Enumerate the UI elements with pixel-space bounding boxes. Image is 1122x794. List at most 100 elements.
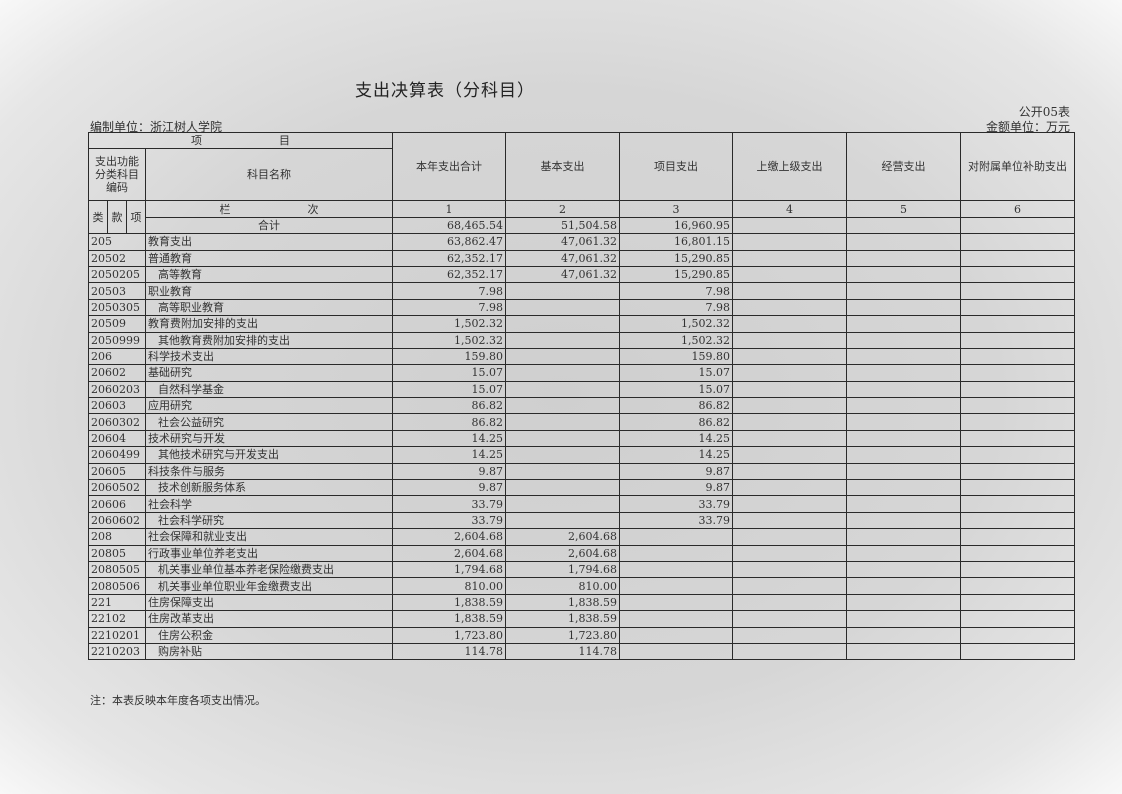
col-number: 4 bbox=[732, 200, 847, 218]
row-value-col-2 bbox=[505, 364, 620, 382]
row-value-col-5 bbox=[846, 265, 961, 284]
row-value-col-5 bbox=[846, 446, 961, 464]
table-row: 20509 教育费附加安排的支出 1,502.32 1,502.32 bbox=[88, 315, 1075, 333]
row-value-col-3: 33.79 bbox=[619, 495, 733, 513]
row-code: 20805 bbox=[88, 544, 146, 562]
table-row: 2210201 住房公积金 1,723.80 1,723.80 bbox=[88, 626, 1075, 644]
row-code: 20502 bbox=[88, 249, 146, 267]
table-row: 20503 职业教育 7.98 7.98 bbox=[88, 282, 1075, 300]
table-row: 20605 科技条件与服务 9.87 9.87 bbox=[88, 462, 1075, 481]
row-value-col-4 bbox=[732, 380, 847, 399]
row-value-col-3: 14.25 bbox=[619, 446, 733, 464]
row-value-col-3: 9.87 bbox=[619, 462, 733, 481]
row-value-col-4 bbox=[732, 560, 847, 579]
row-code: 2050999 bbox=[88, 331, 146, 349]
row-value-col-4 bbox=[732, 511, 847, 530]
row-name: 科技条件与服务 bbox=[145, 462, 393, 481]
footnote: 注：本表反映本年度各项支出情况。 bbox=[90, 694, 266, 707]
row-value-col-3: 16,801.15 bbox=[619, 233, 733, 251]
row-value-col-5 bbox=[846, 528, 961, 546]
row-value-col-1: 15.07 bbox=[392, 364, 506, 382]
lei-header: 类 bbox=[88, 200, 108, 235]
row-value-col-4 bbox=[732, 397, 847, 415]
money-unit: 金额单位：万元 bbox=[985, 120, 1070, 134]
row-value-col-6 bbox=[960, 528, 1075, 546]
table-row: 20805 行政事业单位养老支出 2,604.68 2,604.68 bbox=[88, 544, 1075, 562]
row-value-col-3: 33.79 bbox=[619, 511, 733, 530]
row-code: 20605 bbox=[88, 462, 146, 481]
row-value-col-5 bbox=[846, 233, 961, 251]
row-code: 2050205 bbox=[88, 265, 146, 284]
row-value-col-6 bbox=[960, 265, 1075, 284]
kuan-header: 款 bbox=[107, 200, 127, 235]
row-value-col-1: 2,604.68 bbox=[392, 528, 506, 546]
row-value-col-6 bbox=[960, 380, 1075, 399]
row-value-col-6 bbox=[960, 429, 1075, 448]
row-value-col-6 bbox=[960, 495, 1075, 513]
col-header-1: 本年支出合计 bbox=[392, 131, 506, 202]
row-value-col-6 bbox=[960, 413, 1075, 431]
row-value-col-6 bbox=[960, 282, 1075, 300]
row-value-col-2: 1,794.68 bbox=[505, 560, 620, 579]
table-row: 2060499 其他技术研究与开发支出 14.25 14.25 bbox=[88, 446, 1075, 464]
row-value-col-1: 14.25 bbox=[392, 446, 506, 464]
row-value-col-2: 47,061.32 bbox=[505, 265, 620, 284]
row-value-col-5 bbox=[846, 315, 961, 333]
row-value-col-2: 810.00 bbox=[505, 577, 620, 595]
table-row: 205 教育支出 63,862.47 47,061.32 16,801.15 bbox=[88, 233, 1075, 251]
row-name: 住房公积金 bbox=[145, 626, 393, 644]
row-value-col-4 bbox=[732, 282, 847, 300]
table-row: 22102 住房改革支出 1,838.59 1,838.59 bbox=[88, 610, 1075, 628]
table-row: 20604 技术研究与开发 14.25 14.25 bbox=[88, 429, 1075, 448]
row-value-col-5 bbox=[846, 298, 961, 317]
row-value-col-2: 114.78 bbox=[505, 642, 620, 661]
row-value-col-1: 86.82 bbox=[392, 397, 506, 415]
row-value-col-5 bbox=[846, 364, 961, 382]
header-row-item: 项 目 本年支出合计 基本支出 项目支出 上缴上级支出 经营支出 对附属单位补助… bbox=[88, 131, 1075, 202]
row-value-col-1: 1,838.59 bbox=[392, 593, 506, 612]
row-value-col-6 bbox=[960, 626, 1075, 644]
row-value-col-3 bbox=[619, 626, 733, 644]
col-number: 6 bbox=[960, 200, 1075, 218]
row-name: 教育支出 bbox=[145, 233, 393, 251]
row-value-col-6 bbox=[960, 577, 1075, 595]
table-row: 2080506 机关事业单位职业年金缴费支出 810.00 810.00 bbox=[88, 577, 1075, 595]
table-row: 221 住房保障支出 1,838.59 1,838.59 bbox=[88, 593, 1075, 612]
col-header-4: 上缴上级支出 bbox=[732, 131, 847, 202]
col-header-2: 基本支出 bbox=[505, 131, 620, 202]
row-value-col-2 bbox=[505, 479, 620, 497]
row-value-col-5 bbox=[846, 544, 961, 562]
row-value-col-2 bbox=[505, 298, 620, 317]
row-value-col-3: 15.07 bbox=[619, 364, 733, 382]
row-value-col-4 bbox=[732, 626, 847, 644]
table-row: 20603 应用研究 86.82 86.82 bbox=[88, 397, 1075, 415]
row-code: 20603 bbox=[88, 397, 146, 415]
row-code: 2060602 bbox=[88, 511, 146, 530]
row-value-col-4 bbox=[732, 331, 847, 349]
table-row: 2060602 社会科学研究 33.79 33.79 bbox=[88, 511, 1075, 530]
table-row: 2050205 高等教育 62,352.17 47,061.32 15,290.85 bbox=[88, 265, 1075, 284]
row-value-col-4 bbox=[732, 610, 847, 628]
row-name: 住房改革支出 bbox=[145, 610, 393, 628]
row-code: 2080506 bbox=[88, 577, 146, 595]
row-value-col-2 bbox=[505, 282, 620, 300]
row-value-col-2 bbox=[505, 397, 620, 415]
total-value: 51,504.58 bbox=[505, 216, 620, 235]
table-row: 2210203 购房补贴 114.78 114.78 bbox=[88, 642, 1075, 661]
row-value-col-1: 810.00 bbox=[392, 577, 506, 595]
row-value-col-5 bbox=[846, 626, 961, 644]
total-value bbox=[732, 216, 847, 235]
row-name: 职业教育 bbox=[145, 282, 393, 300]
row-value-col-4 bbox=[732, 364, 847, 382]
total-value: 16,960.95 bbox=[619, 216, 733, 235]
row-value-col-5 bbox=[846, 249, 961, 267]
row-value-col-5 bbox=[846, 413, 961, 431]
row-value-col-3 bbox=[619, 560, 733, 579]
row-value-col-2 bbox=[505, 446, 620, 464]
row-value-col-1: 7.98 bbox=[392, 282, 506, 300]
total-label: 合计 bbox=[145, 216, 393, 235]
row-value-col-3: 86.82 bbox=[619, 413, 733, 431]
row-value-col-4 bbox=[732, 528, 847, 546]
row-name: 住房保障支出 bbox=[145, 593, 393, 612]
row-value-col-5 bbox=[846, 462, 961, 481]
